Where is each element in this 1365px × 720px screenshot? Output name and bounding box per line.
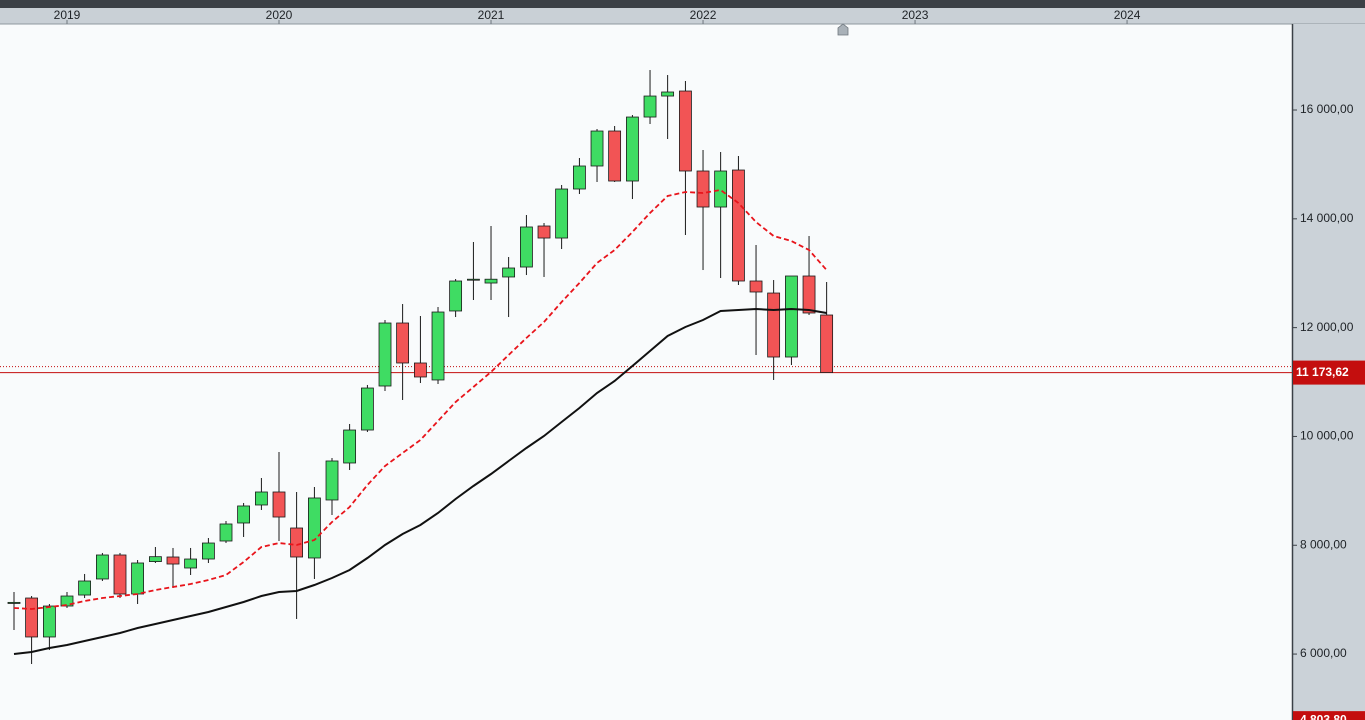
- candle-body: [396, 322, 410, 364]
- x-tick-label: 2021: [478, 8, 505, 22]
- x-tick-label: 2023: [902, 8, 929, 22]
- y-tick-label: 14 000,00: [1300, 211, 1354, 225]
- candle-body: [42, 605, 56, 638]
- candle-body: [679, 90, 692, 172]
- time-axis-bar: [0, 8, 1365, 24]
- x-tick-label: 2020: [266, 8, 293, 22]
- candle-body: [272, 491, 286, 518]
- plot-area: [0, 70, 1292, 665]
- candle-body: [237, 505, 251, 524]
- candle-body: [714, 170, 728, 208]
- last-price-box: [1293, 360, 1365, 385]
- candle-body: [626, 116, 639, 182]
- candle-body: [820, 314, 834, 373]
- toolbar: [0, 0, 1365, 8]
- candle-body: [449, 280, 463, 312]
- last-price-label: 11 173,62: [1296, 365, 1349, 379]
- axes: 2019 2020 2021 2022 2023 2024 6 000,00 8 000,00…: [54, 8, 1365, 720]
- candle-body: [661, 91, 675, 97]
- candle-body: [113, 554, 127, 595]
- candle-body: [555, 188, 569, 239]
- candle-body: [767, 292, 781, 358]
- candle-body: [608, 130, 622, 182]
- moving-average: [13, 307, 827, 655]
- candle-body: [219, 523, 233, 542]
- candle-body: [78, 580, 91, 596]
- candle-body: [131, 562, 144, 595]
- y-tick-label: 12 000,00: [1300, 320, 1354, 334]
- y-tick-label: 10 000,00: [1300, 429, 1354, 443]
- candle-body: [537, 225, 551, 239]
- candle-body: [573, 165, 586, 190]
- x-tick-label: 2019: [54, 8, 81, 22]
- candle-body: [431, 311, 445, 381]
- candle-body: [732, 169, 745, 282]
- candle-body: [184, 558, 197, 569]
- candle-body: [308, 497, 321, 559]
- candle-body: [255, 491, 268, 506]
- candle-body: [60, 595, 74, 607]
- y-tick-label: 6 000,00: [1300, 646, 1347, 660]
- candle-body: [749, 280, 763, 293]
- candle-body: [361, 387, 374, 431]
- x-tick-label: 2024: [1114, 8, 1141, 22]
- candle-body: [643, 95, 657, 118]
- candle-body: [166, 556, 180, 565]
- candle-body: [467, 278, 480, 281]
- candle-body: [696, 170, 710, 208]
- marker-icon: [837, 23, 849, 36]
- low-marker-box: [1293, 711, 1365, 720]
- candle-body: [590, 130, 604, 167]
- low-marker-label: 4 803,80: [1300, 712, 1347, 720]
- candle-body: [502, 267, 516, 278]
- candle-body: [378, 322, 392, 387]
- candle-body: [202, 542, 215, 560]
- candle-body: [343, 429, 357, 464]
- candle-body: [290, 527, 304, 558]
- candle-body: [96, 554, 109, 580]
- moving-average: [13, 189, 828, 610]
- candle-body: [802, 275, 816, 314]
- candle-body: [7, 601, 21, 604]
- candle-body: [325, 460, 339, 501]
- y-tick-label: 16 000,00: [1300, 102, 1354, 116]
- candle-body: [520, 226, 533, 268]
- candle-body: [484, 278, 498, 284]
- candle-body: [25, 597, 38, 638]
- candle-body: [414, 362, 427, 378]
- candle-body: [149, 556, 162, 562]
- candle-body: [785, 275, 798, 358]
- y-tick-label: 8 000,00: [1300, 537, 1347, 551]
- x-tick-label: 2022: [690, 8, 717, 22]
